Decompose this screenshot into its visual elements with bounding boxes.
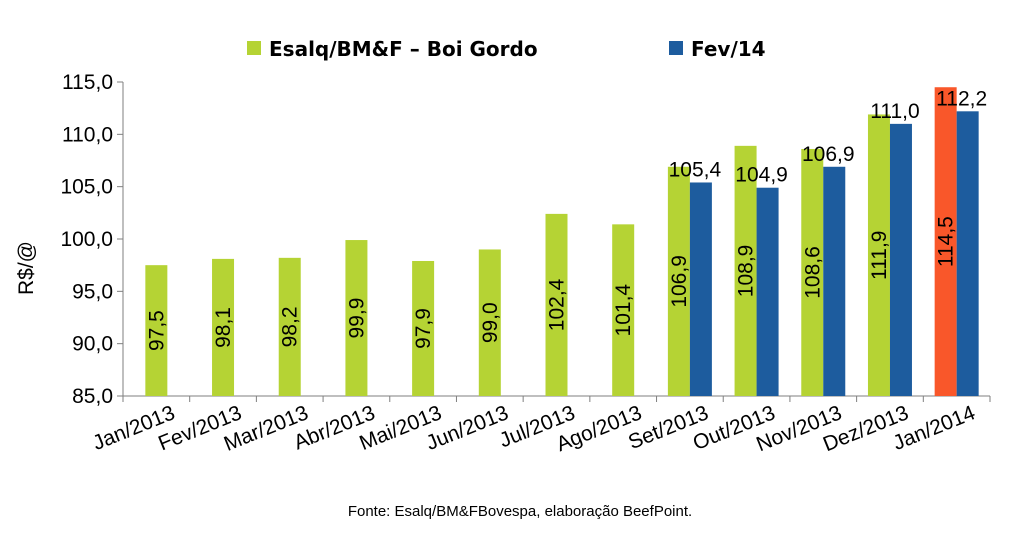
data-label-fev14: 111,0 <box>870 100 919 123</box>
data-label-esalq: 111,9 <box>868 231 891 280</box>
data-label-esalq: 99,9 <box>345 298 368 339</box>
y-tick-label: 100,0 <box>60 228 113 251</box>
legend-swatch-fev14 <box>669 41 683 55</box>
data-label-esalq: 98,2 <box>279 306 302 347</box>
data-label-fev14: 104,9 <box>735 164 788 187</box>
data-label-esalq: 106,9 <box>668 255 691 308</box>
bar-fev14 <box>823 166 846 396</box>
data-label-esalq: 102,4 <box>546 278 569 331</box>
bar-esalq <box>412 260 435 396</box>
data-label-esalq: 101,4 <box>612 284 635 337</box>
bar-fev14 <box>889 123 912 396</box>
bar-esalq <box>612 224 635 396</box>
bar-fev14 <box>689 182 712 396</box>
bar-esalq <box>478 249 501 396</box>
legend-label-esalq: Esalq/BM&F – Boi Gordo <box>269 37 538 61</box>
bar-esalq <box>345 240 368 396</box>
data-label-esalq: 108,9 <box>735 245 758 298</box>
data-label-esalq: 97,9 <box>412 308 435 349</box>
legend: Esalq/BM&F – Boi Gordo Fev/14 <box>247 37 766 61</box>
data-label-esalq: 98,1 <box>212 307 235 348</box>
bar-esalq <box>934 87 957 396</box>
bar-esalq <box>734 145 757 396</box>
data-label-fev14: 106,9 <box>802 143 855 166</box>
y-tick-label: 85,0 <box>72 385 113 408</box>
legend-swatch-esalq <box>247 41 261 55</box>
data-label-esalq: 114,5 <box>935 216 958 267</box>
y-tick-label: 90,0 <box>72 333 113 356</box>
bar-esalq <box>867 114 890 397</box>
y-tick-label: 110,0 <box>62 123 113 146</box>
bar-esalq <box>212 258 235 396</box>
y-tick-label: 105,0 <box>60 176 113 199</box>
y-axis-label: R$/@ <box>15 241 38 295</box>
bar-esalq <box>145 265 168 396</box>
y-tick-label: 95,0 <box>72 280 113 303</box>
bar-esalq <box>801 148 824 396</box>
bars <box>145 87 979 397</box>
axes: 85,090,095,0100,0105,0110,0115,0Jan/2013… <box>60 71 991 456</box>
bar-fev14 <box>956 111 979 396</box>
data-label-esalq: 97,5 <box>145 310 168 351</box>
data-label-esalq: 99,0 <box>479 302 502 343</box>
bar-fev14 <box>756 187 779 396</box>
data-label-fev14: 112,2 <box>936 87 987 110</box>
y-tick-label: 115,0 <box>62 71 113 94</box>
legend-label-fev14: Fev/14 <box>691 37 766 61</box>
bar-esalq <box>667 166 690 396</box>
bar-esalq <box>545 213 568 396</box>
source-note: Fonte: Esalq/BM&FBovespa, elaboração Bee… <box>348 503 692 520</box>
data-label-fev14: 105,4 <box>669 158 722 181</box>
bar-esalq <box>278 257 301 396</box>
data-labels: 97,5 98,1 98,2 99,9 97,9 99,0 102,4 101,4 106,9 1… <box>145 87 987 351</box>
data-label-esalq: 108,6 <box>801 246 824 299</box>
